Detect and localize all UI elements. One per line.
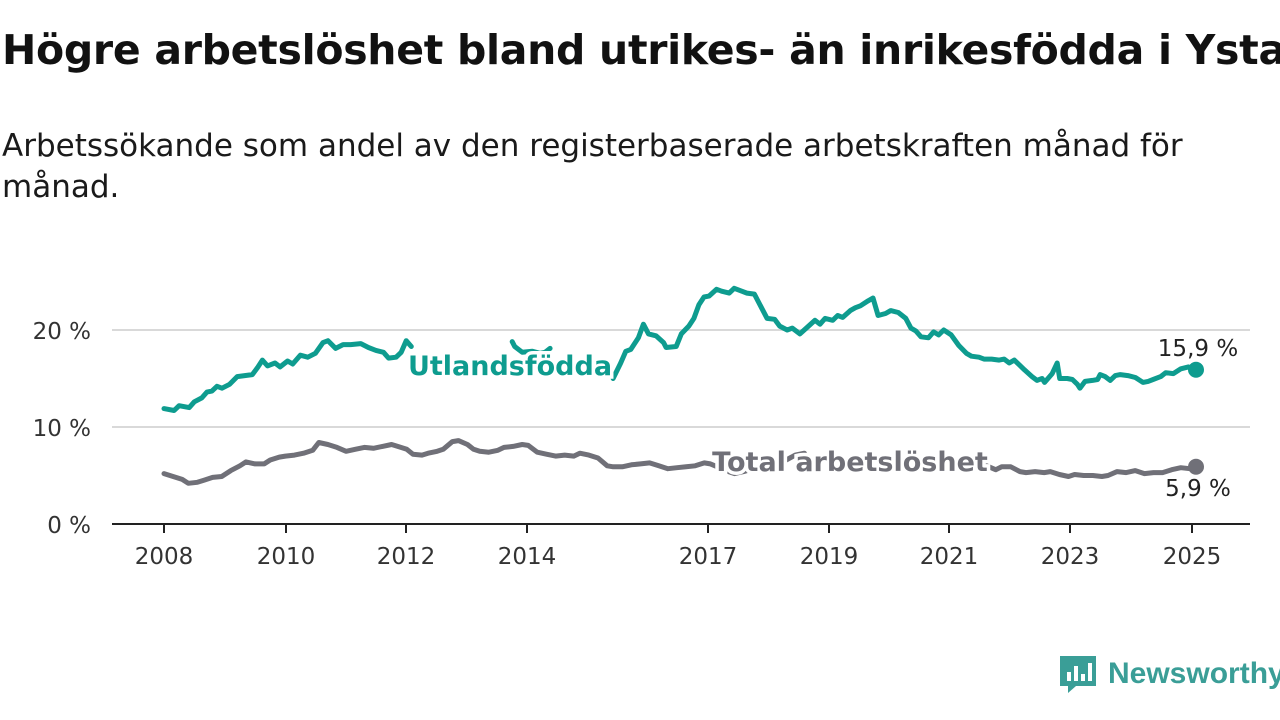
x-tick-label: 2019 bbox=[800, 544, 859, 570]
x-tick-label: 2017 bbox=[679, 544, 738, 570]
x-tick-label: 2012 bbox=[377, 544, 436, 570]
newsworthy-logo-icon bbox=[1060, 656, 1096, 693]
x-tick-label: 2023 bbox=[1041, 544, 1100, 570]
x-tick-label: 2025 bbox=[1163, 544, 1222, 570]
y-tick-label: 20 % bbox=[33, 319, 91, 345]
chart-title: Högre arbetslöshet bland utrikes- än inr… bbox=[2, 26, 1280, 74]
x-tick-label: 2010 bbox=[257, 544, 316, 570]
y-tick-label: 0 % bbox=[47, 513, 91, 539]
y-tick-label: 10 % bbox=[33, 416, 91, 442]
series-end-dot bbox=[1188, 361, 1204, 378]
x-tick-label: 2014 bbox=[498, 544, 557, 570]
series-line bbox=[161, 438, 1199, 486]
series-end-label: 15,9 % bbox=[1158, 336, 1238, 362]
x-tick-label: 2008 bbox=[135, 544, 194, 570]
brand-logo: Newsworthy bbox=[1058, 654, 1280, 694]
series-end-label: 5,9 % bbox=[1165, 476, 1231, 502]
brand-name: Newsworthy bbox=[1108, 657, 1280, 690]
chart-subtitle: Arbetssökande som andel av den registerb… bbox=[2, 128, 1183, 205]
series-name-label: Total arbetslöshet bbox=[712, 447, 988, 478]
series-line bbox=[161, 285, 1199, 413]
series-end-dot bbox=[1188, 458, 1204, 475]
x-tick-label: 2021 bbox=[920, 544, 979, 570]
series-name-label: Utlandsfödda bbox=[408, 351, 612, 382]
